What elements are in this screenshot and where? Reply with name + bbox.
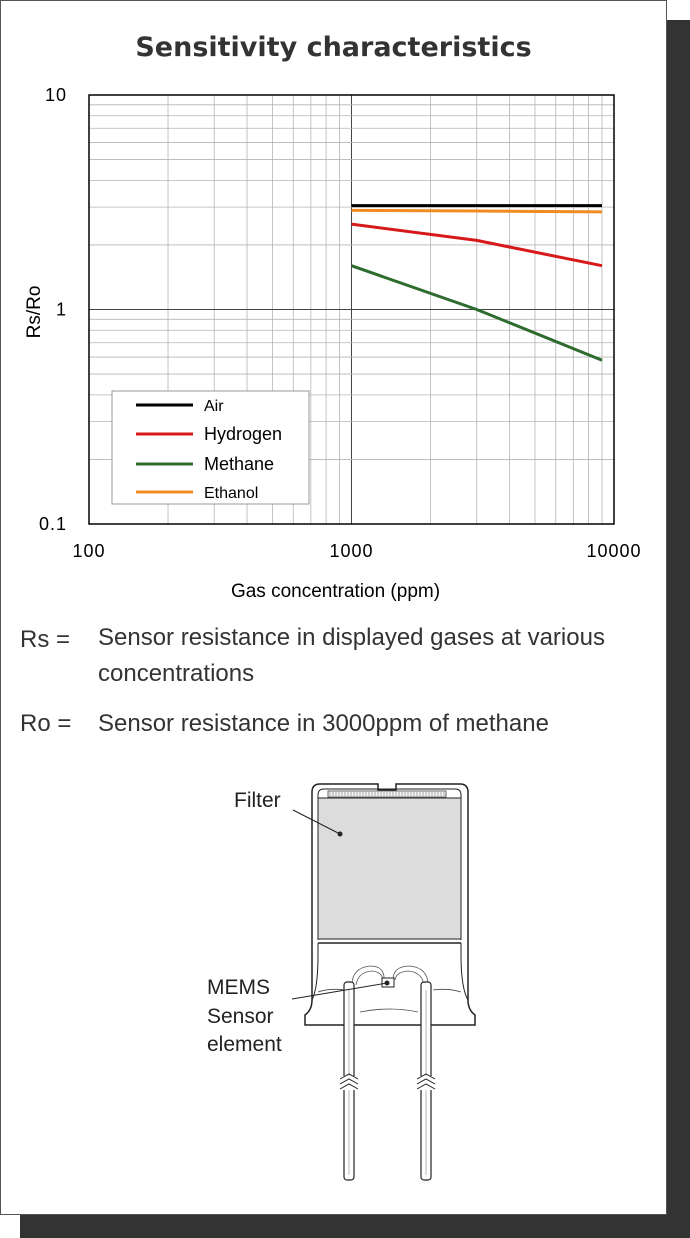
filter-leader-dot <box>337 831 343 837</box>
chart-title: Sensitivity characteristics <box>135 32 532 63</box>
legend-box <box>111 390 310 505</box>
sensor-base-inner <box>311 954 469 1001</box>
ro-term: Ro = <box>20 710 72 737</box>
chart-series <box>351 204 603 362</box>
legend-label-methane: Methane <box>204 454 274 474</box>
tick-labels: 100 1000 10000 10 1 0.1 <box>39 85 641 561</box>
sensor-cap-inner <box>317 788 462 940</box>
header-curves <box>317 988 462 1013</box>
lead-left <box>339 981 359 1181</box>
y-axis-label: Rs/Ro <box>24 286 45 339</box>
series-line-hydrogen <box>351 222 603 268</box>
legend-label-ethanol: Ethanol <box>204 485 258 502</box>
filter-leader-line <box>292 809 341 835</box>
legend-label-air: Air <box>204 398 224 415</box>
sensor-leader-line <box>291 982 388 1000</box>
sensor-cap-outline <box>311 783 469 1000</box>
series-line-methane <box>351 264 603 362</box>
legend-label-hydrogen: Hydrogen <box>204 424 282 444</box>
wire-bonds-inner <box>355 970 425 986</box>
plot-frame <box>88 94 615 525</box>
y-tick-label: 0.1 <box>39 514 67 534</box>
rs-definition: Sensor resistance in displayed gases at … <box>98 624 605 687</box>
x-tick-label: 1000 <box>329 541 373 561</box>
rs-term: Rs = <box>20 626 71 653</box>
wire-bonds <box>351 965 429 986</box>
sensor-label-line-1: MEMS <box>207 976 270 999</box>
filter-element <box>317 797 462 940</box>
series-line-ethanol <box>351 208 603 214</box>
chart-legend: Air Hydrogen Methane Ethanol <box>111 390 310 505</box>
x-axis-label: Gas concentration (ppm) <box>231 581 440 602</box>
y-tick-label: 1 <box>56 300 67 320</box>
sensitivity-chart: 100 1000 10000 10 1 0.1 Rs/Ro Gas concentrati… <box>24 85 641 602</box>
sensor-diagram: Filter MEMS Sensor element <box>207 783 476 1181</box>
sensor-label-line-2: Sensor <box>207 1005 274 1028</box>
x-tick-label: 10000 <box>586 541 641 561</box>
sensor-base-outline <box>304 999 476 1026</box>
y-tick-label: 10 <box>45 85 67 105</box>
filter-mesh-hatch <box>329 792 445 796</box>
sensor-label-line-3: element <box>207 1033 282 1056</box>
filter-label: Filter <box>234 789 281 812</box>
ro-definition: Sensor resistance in 3000ppm of methane <box>98 710 549 737</box>
x-tick-label: 100 <box>72 541 105 561</box>
sensor-leader-dot <box>384 980 390 986</box>
lead-right <box>416 981 436 1181</box>
